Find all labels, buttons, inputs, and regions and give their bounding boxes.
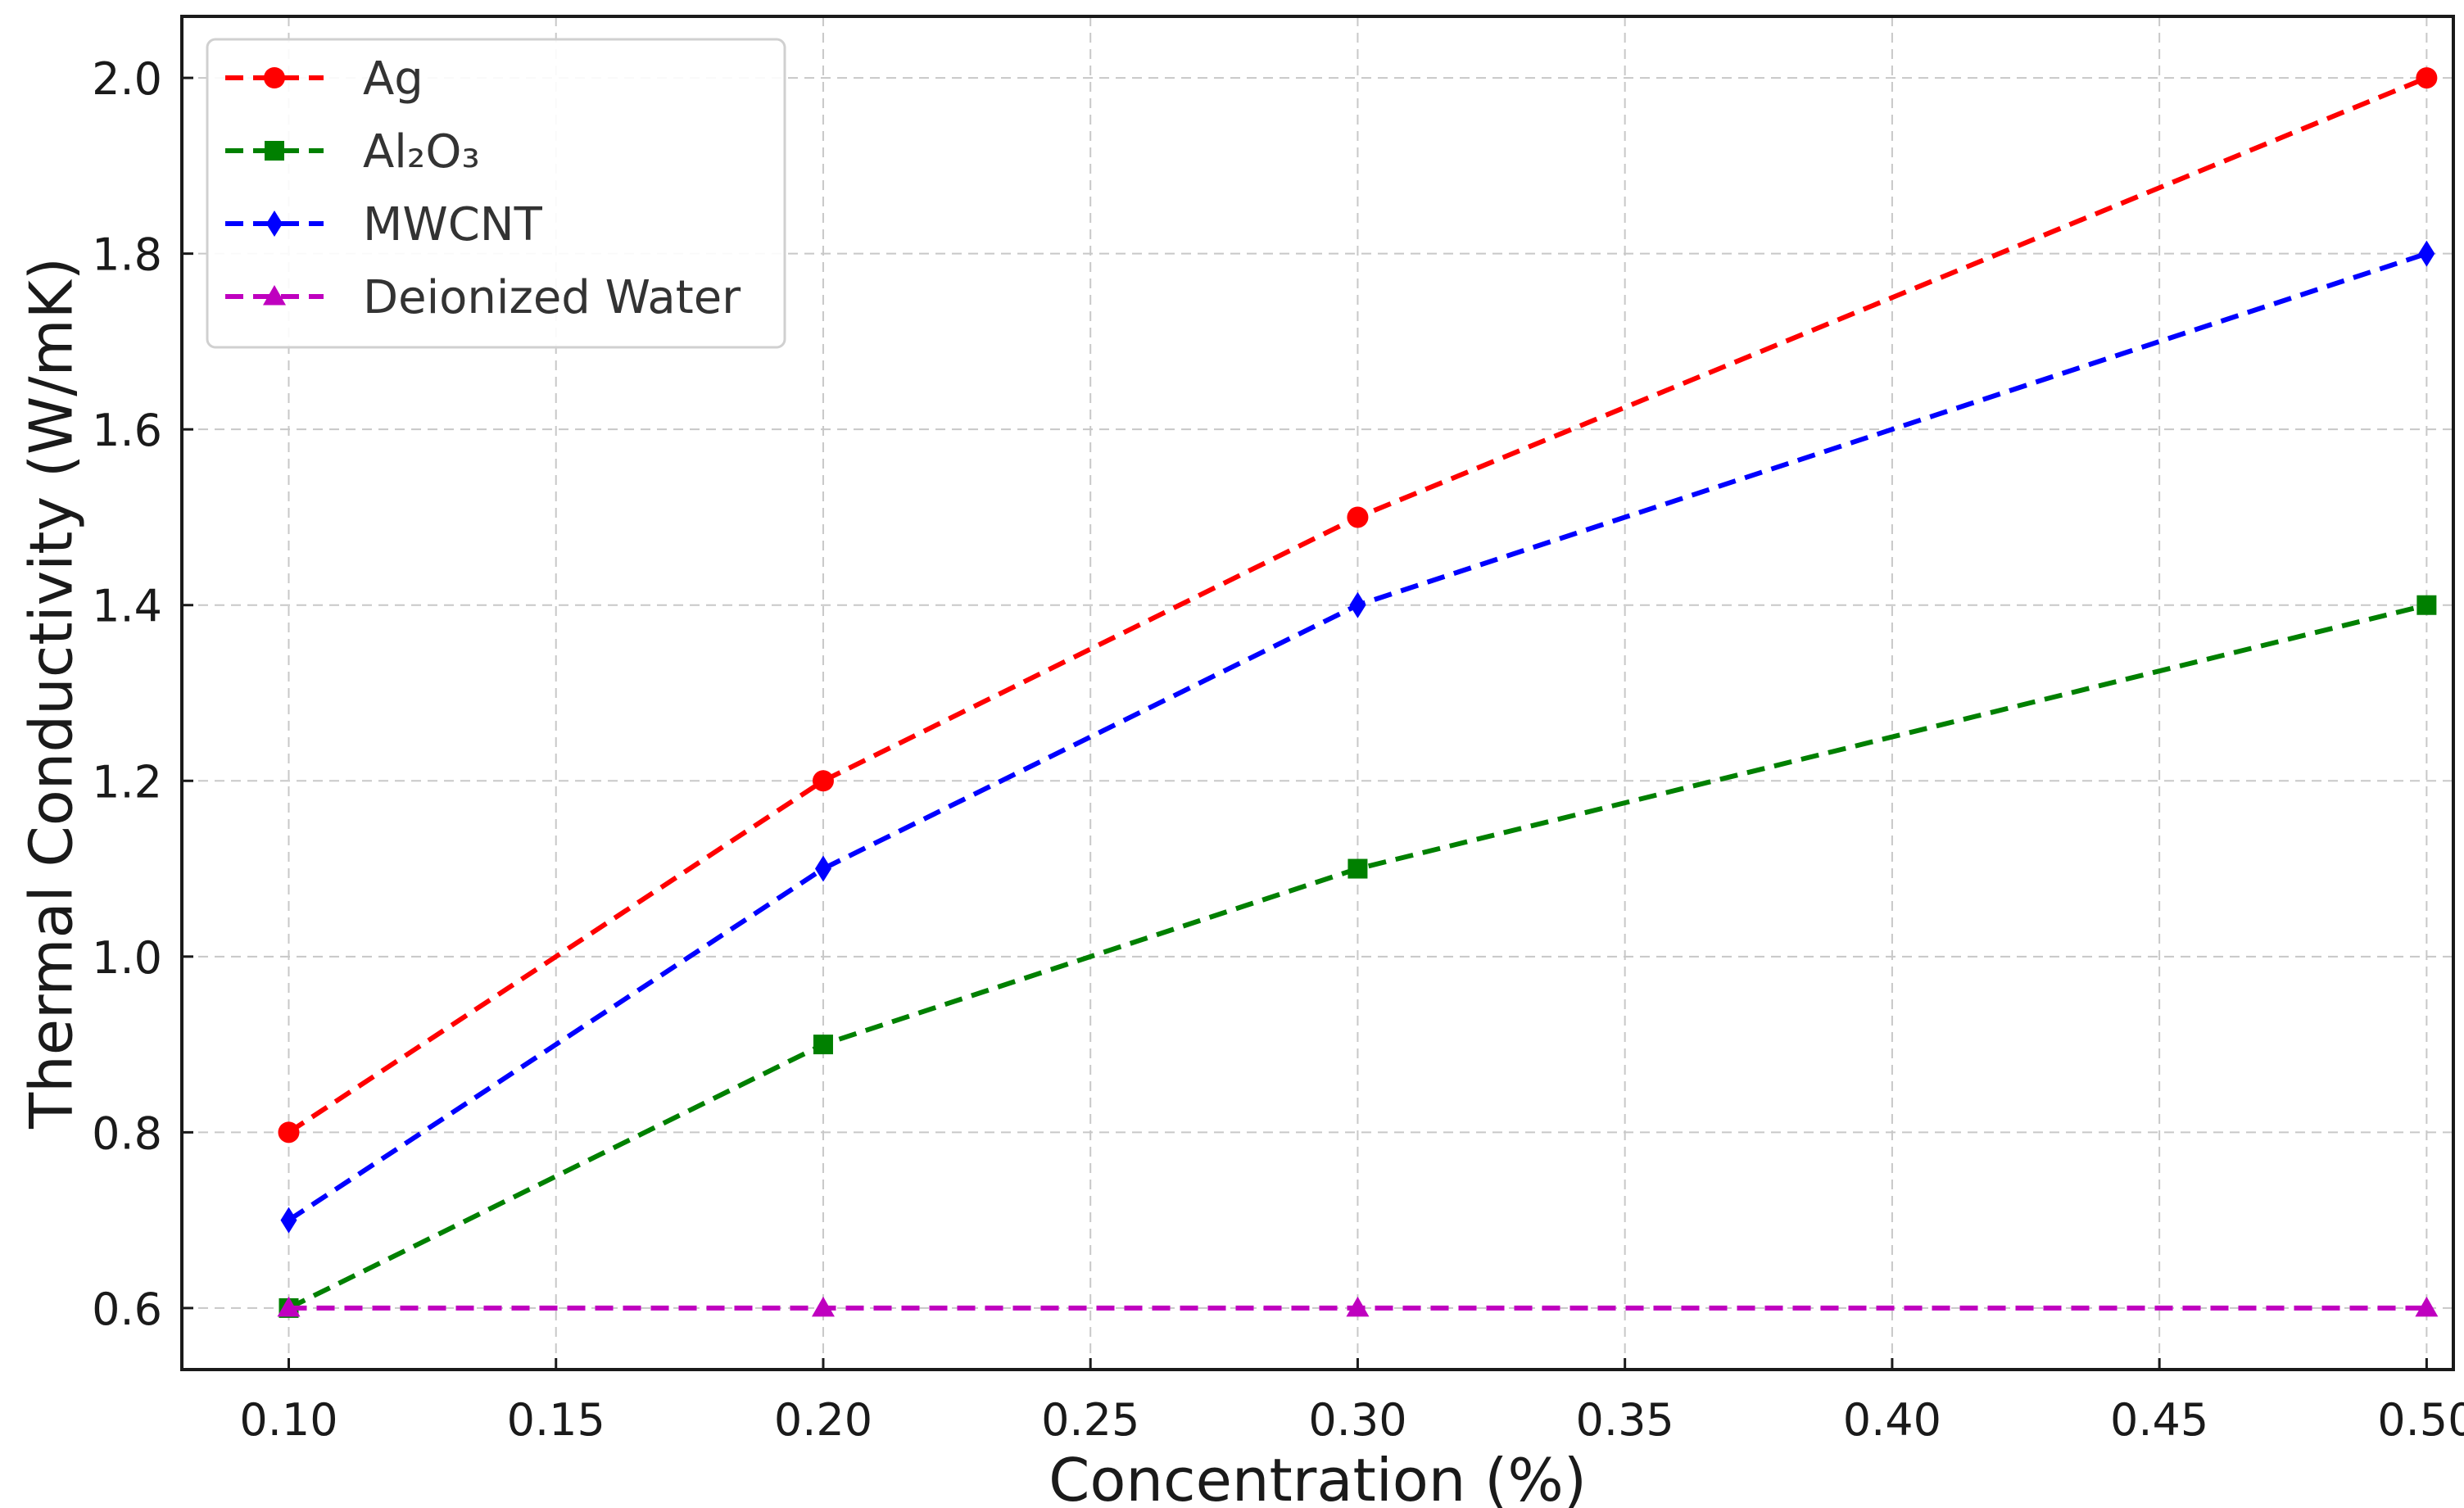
- data-point-mwcnt: [280, 1207, 297, 1234]
- data-point-mwcnt: [1349, 591, 1366, 618]
- legend-label-ag: Ag: [363, 52, 424, 106]
- legend-label-deionized-water: Deionized Water: [363, 271, 741, 324]
- legend-entry-deionized-water: Deionized Water: [225, 271, 741, 324]
- legend-label-mwcnt: MWCNT: [363, 198, 543, 251]
- legend-entry-ag: Ag: [225, 52, 424, 106]
- y-tick-label: 0.8: [92, 1107, 162, 1159]
- legend-marker-mwcnt: [266, 211, 283, 237]
- data-point-deionized-water: [2415, 1296, 2439, 1317]
- legend-entry-mwcnt: MWCNT: [225, 198, 543, 251]
- legend-marker-al-o: [265, 141, 284, 161]
- series-ag: [278, 67, 2438, 1143]
- x-tick-label: 0.10: [239, 1394, 337, 1446]
- legend-marker-ag: [264, 67, 285, 88]
- y-tick-label: 1.4: [92, 581, 162, 632]
- data-point-deionized-water: [1346, 1296, 1370, 1317]
- data-point-deionized-water: [811, 1296, 835, 1317]
- x-axis-label: Concentration (%): [1049, 1446, 1587, 1508]
- x-tick-label: 0.40: [1843, 1394, 1941, 1446]
- series-deionized-water: [277, 1296, 2439, 1317]
- series-line-mwcnt: [287, 251, 2428, 1223]
- legend: Ag Al₂O₃ MWCNT Deionized Water: [206, 38, 786, 349]
- legend-box: [206, 38, 786, 349]
- data-point-ag: [278, 1121, 300, 1143]
- data-point-ag: [812, 770, 834, 792]
- legend-marker-deionized-water: [263, 285, 286, 306]
- legend-entry-al-o: Al₂O₃: [225, 125, 480, 179]
- y-tick-label: 1.6: [92, 405, 162, 456]
- data-point-mwcnt: [2418, 240, 2435, 267]
- y-tick-label: 1.8: [92, 229, 162, 281]
- plot-series: [277, 67, 2439, 1318]
- y-tick-label: 1.0: [92, 932, 162, 984]
- x-tick-label: 0.45: [2110, 1394, 2208, 1446]
- x-tick-label: 0.15: [507, 1394, 605, 1446]
- data-point-al-o: [813, 1035, 833, 1055]
- series-mwcnt: [280, 240, 2435, 1234]
- legend-label-al-o: Al₂O₃: [363, 125, 480, 179]
- data-point-ag: [1347, 506, 1369, 528]
- x-tick-label: 0.25: [1041, 1394, 1139, 1446]
- x-tick-label: 0.20: [774, 1394, 872, 1446]
- data-point-deionized-water: [277, 1296, 301, 1317]
- y-tick-label: 0.6: [92, 1284, 162, 1335]
- series-line-al-o: [288, 602, 2428, 1311]
- axis-ticks: 0.10 0.15 0.20 0.25 0.30 0.35 0.40 0.45 0.50 0.6 0…: [92, 53, 2464, 1446]
- y-axis-label: Thermal Conductivity (W/mK): [17, 257, 86, 1130]
- y-tick-label: 2.0: [92, 53, 162, 105]
- x-tick-label: 0.30: [1308, 1394, 1406, 1446]
- data-point-ag: [2416, 67, 2438, 89]
- x-tick-label: 0.50: [2377, 1394, 2464, 1446]
- series-line-ag: [287, 75, 2428, 1134]
- data-point-mwcnt: [814, 855, 831, 882]
- data-point-al-o: [2416, 595, 2437, 615]
- y-tick-label: 1.2: [92, 756, 162, 808]
- plot-frame: [180, 15, 2455, 1371]
- x-tick-label: 0.35: [1576, 1394, 1674, 1446]
- data-point-al-o: [1348, 858, 1368, 879]
